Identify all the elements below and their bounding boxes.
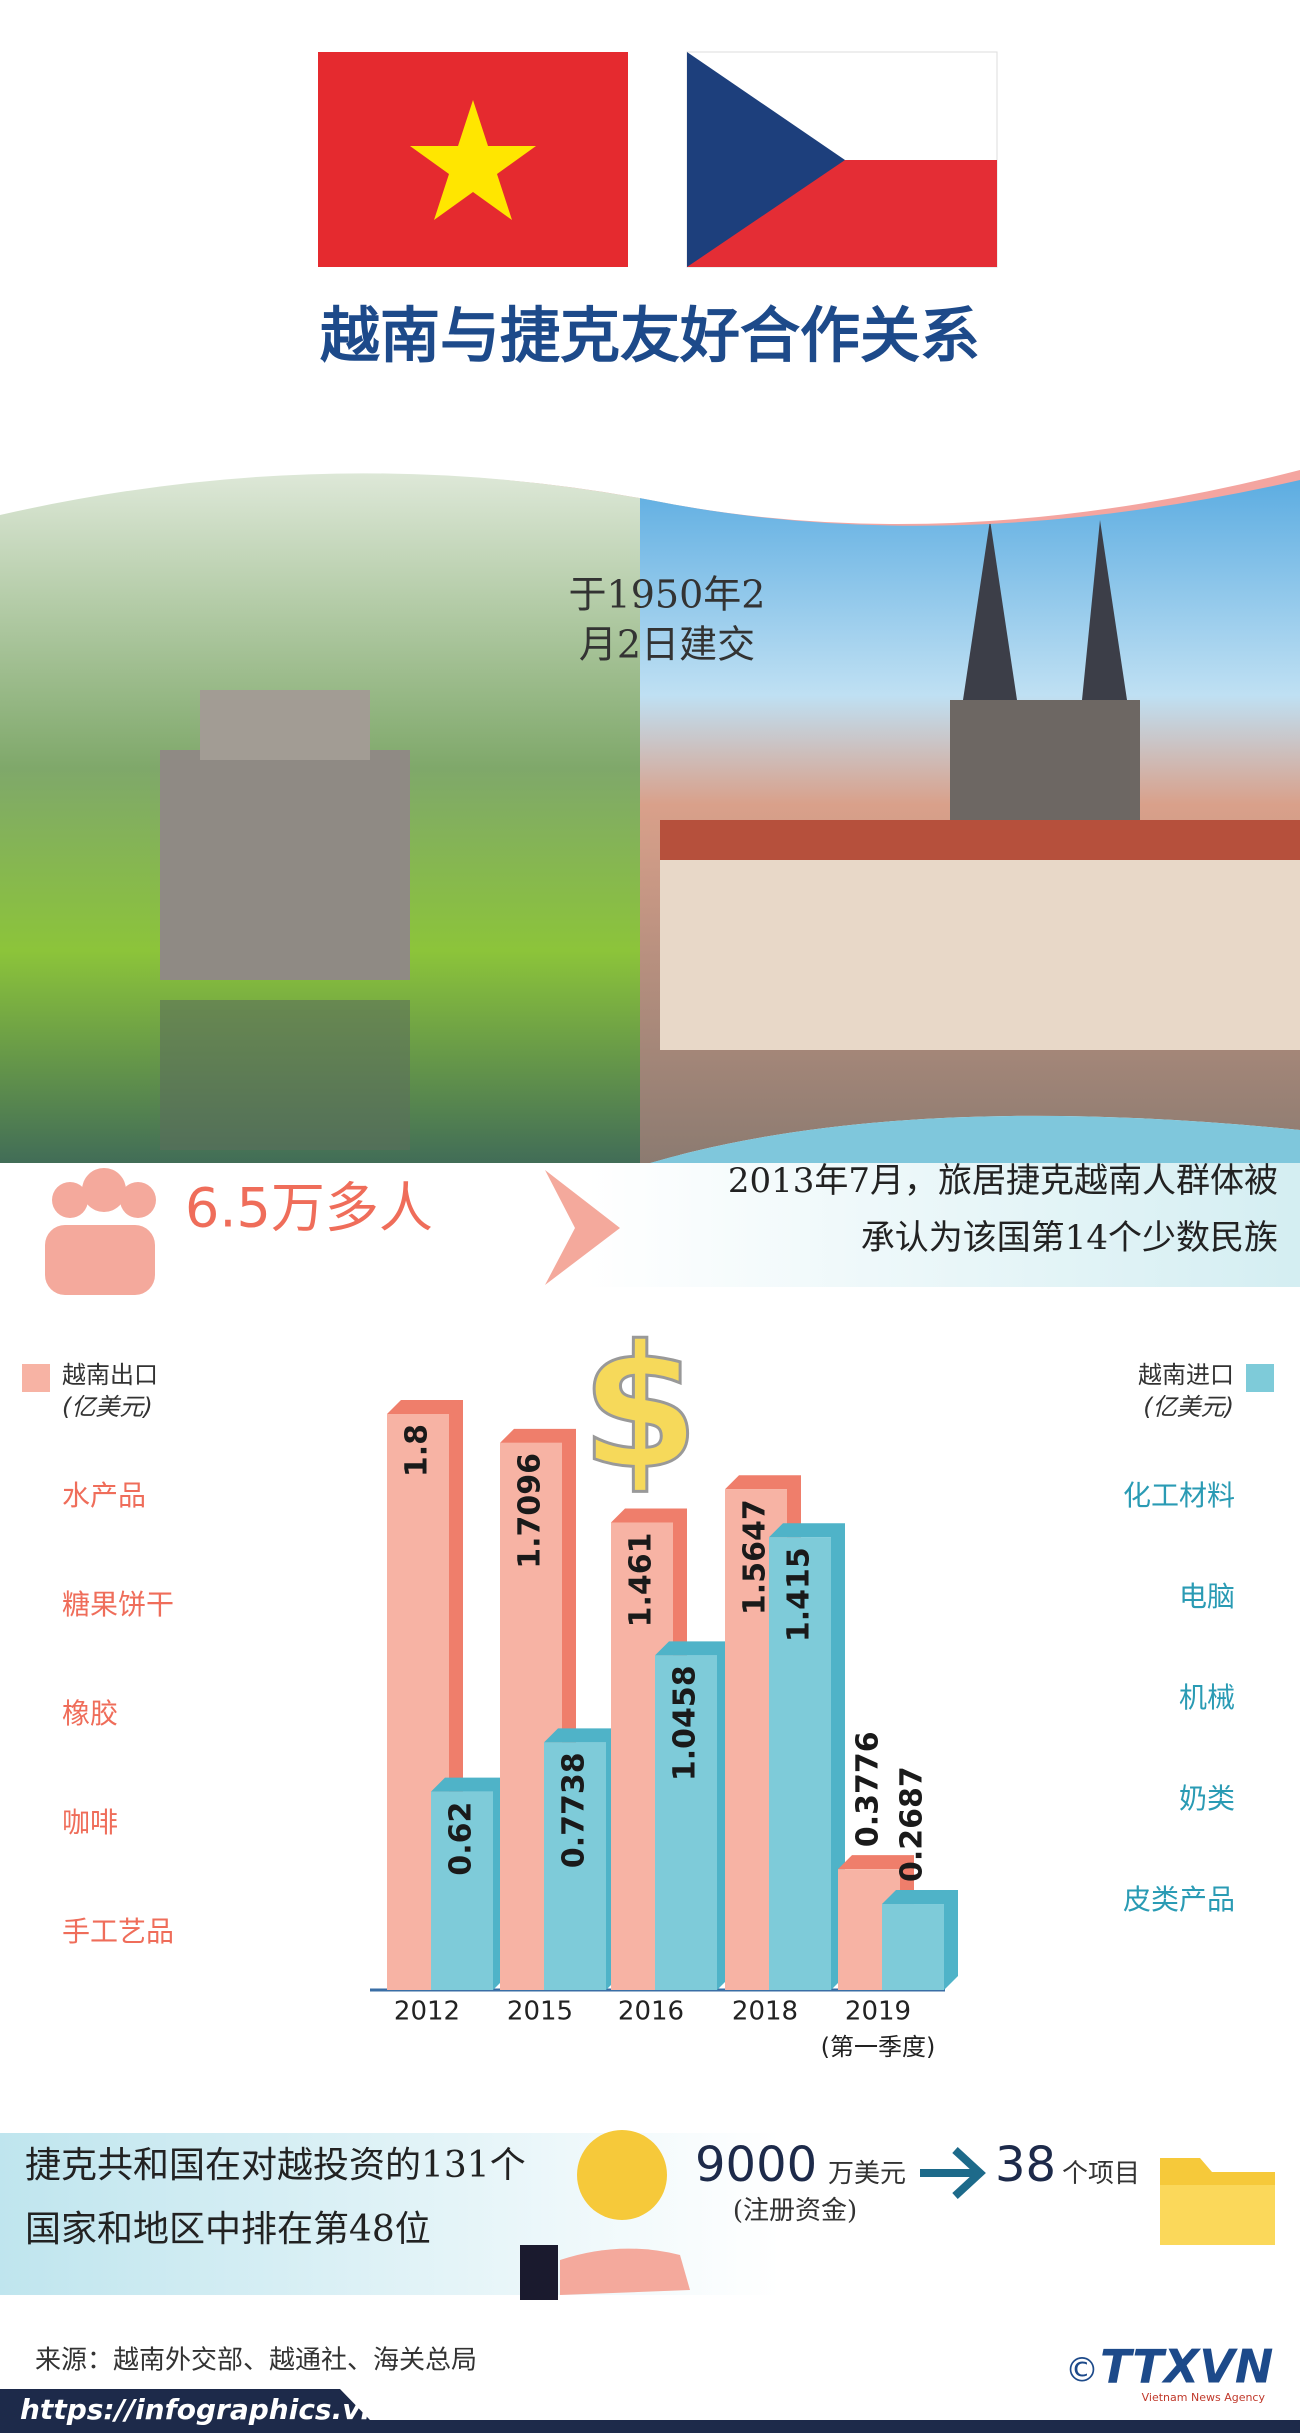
x-tick-label: 2018 xyxy=(732,1997,798,2027)
value-label: 0.3776 xyxy=(851,1731,886,1847)
x-tick-label: 2015 xyxy=(507,1997,573,2027)
value-label: 1.461 xyxy=(624,1532,659,1627)
bar xyxy=(882,1904,944,1990)
bar-depth xyxy=(431,1777,507,1990)
projects: 38 xyxy=(995,2137,1056,2193)
product-label: 化工材料 xyxy=(1123,1479,1235,1512)
value-label: 1.415 xyxy=(782,1547,817,1642)
category-note: (第一季度) xyxy=(821,2033,936,2061)
x-tick-label: 2016 xyxy=(618,1997,684,2027)
product-label: 皮类产品 xyxy=(1123,1883,1235,1916)
arrow xyxy=(920,2147,986,2199)
svg-text:$: $ xyxy=(581,1309,699,1507)
investment-rank: 捷克共和国在对越投资的131个 xyxy=(25,2145,526,2186)
value-label: 1.8 xyxy=(400,1424,435,1477)
coin-icon xyxy=(520,2130,690,2300)
bar xyxy=(544,1742,606,1990)
community-note: 承认为该国第14个少数民族 xyxy=(861,1218,1278,1258)
legend-unit: (亿美元) xyxy=(1143,1393,1234,1421)
community-count: 6.5万多人 xyxy=(185,1177,433,1240)
capital-note: (注册资金) xyxy=(733,2196,857,2226)
dollar-icon: $ xyxy=(579,1308,700,1509)
value-label: 0.62 xyxy=(444,1802,479,1876)
product-label: 电脑 xyxy=(1179,1580,1235,1613)
bar xyxy=(431,1791,493,1990)
source: 来源：越南外交部、越通社、海关总局 xyxy=(35,2346,477,2376)
bar-depth xyxy=(882,1890,958,1990)
copyright: © xyxy=(1065,2351,1099,2391)
value-label: 0.2687 xyxy=(895,1766,930,1882)
title: 越南与捷克友好合作关系 xyxy=(320,302,980,372)
footer-bar xyxy=(0,2389,1300,2433)
legend-swatch xyxy=(1246,1364,1274,1392)
product-label: 奶类 xyxy=(1179,1782,1235,1815)
established-line: 于1950年2 xyxy=(569,573,766,617)
logo: TTXVN xyxy=(1100,2340,1273,2394)
capital: 9000 xyxy=(695,2137,817,2193)
product-label: 手工艺品 xyxy=(62,1915,174,1948)
community-band xyxy=(0,1163,1300,1287)
url: https://infographics.vn xyxy=(20,2393,380,2426)
legend-label: 越南进口 xyxy=(1138,1361,1234,1389)
folder-icon xyxy=(1160,2158,1275,2245)
projects-unit: 个项目 xyxy=(1062,2159,1140,2189)
arrow xyxy=(545,1170,620,1285)
legend-label: 越南出口 xyxy=(62,1361,158,1389)
product-label: 机械 xyxy=(1179,1681,1235,1714)
value-label: 1.5647 xyxy=(738,1499,773,1615)
vietnam-flag xyxy=(318,52,628,267)
product-label: 糖果饼干 xyxy=(62,1588,174,1621)
x-tick-label: 2019 xyxy=(845,1997,911,2027)
investment-rank: 国家和地区中排在第48位 xyxy=(25,2209,431,2250)
value-label: 1.7096 xyxy=(513,1453,548,1569)
legend-swatch xyxy=(22,1364,50,1392)
legend-unit: (亿美元) xyxy=(62,1393,153,1421)
value-label: 1.0458 xyxy=(668,1665,703,1781)
bar-depth xyxy=(769,1523,845,1990)
x-tick-label: 2012 xyxy=(394,1997,460,2027)
people-icon xyxy=(45,1168,156,1295)
bar xyxy=(769,1537,831,1990)
capital-unit: 万美元 xyxy=(828,2159,906,2189)
value-label: 0.7738 xyxy=(557,1752,592,1868)
product-label: 水产品 xyxy=(62,1479,146,1512)
product-label: 咖啡 xyxy=(62,1806,118,1839)
product-label: 橡胶 xyxy=(62,1697,118,1730)
bar xyxy=(655,1655,717,1990)
photo xyxy=(0,473,1300,1163)
czech-flag xyxy=(686,51,998,268)
established-line: 月2日建交 xyxy=(579,623,755,667)
logo-sub: Vietnam News Agency xyxy=(1142,2391,1266,2404)
bar-depth xyxy=(655,1641,731,1990)
community-note: 2013年7月，旅居捷克越南人群体被 xyxy=(728,1161,1278,1201)
